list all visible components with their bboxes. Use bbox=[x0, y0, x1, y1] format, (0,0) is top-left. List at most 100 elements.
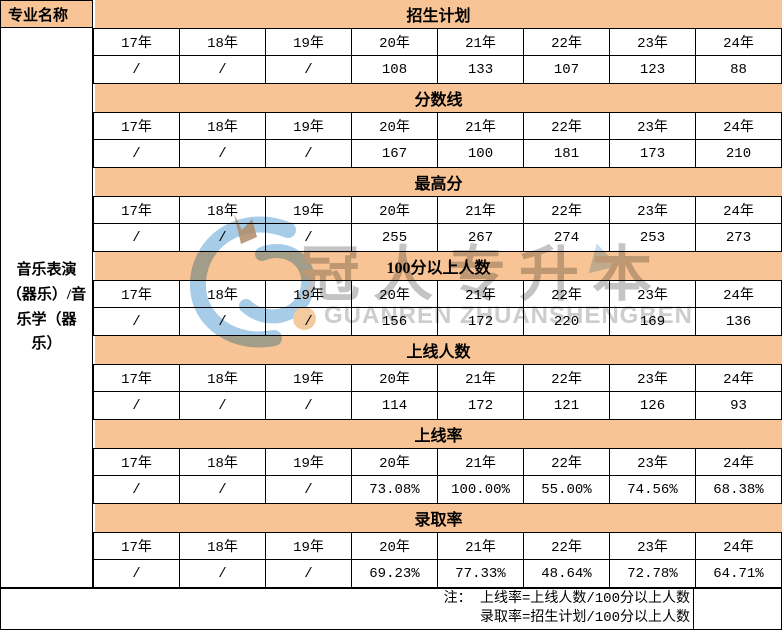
year-header: 22年 bbox=[523, 365, 609, 391]
year-header: 17年 bbox=[121, 120, 152, 136]
year-header-row: 17年 18年 19年 20年 21年 22年 23年 24年 bbox=[93, 112, 782, 140]
data-cell: / bbox=[179, 56, 265, 83]
year-header: 20年 bbox=[351, 365, 437, 391]
data-cell: 220 bbox=[523, 308, 609, 335]
value-row: / //108 133 107 123 88 bbox=[93, 56, 782, 84]
data-cell: 73.08% bbox=[351, 476, 437, 503]
year-header: 18年 bbox=[179, 113, 265, 139]
year-header: 23年 bbox=[609, 533, 695, 559]
data-cell: 172 bbox=[437, 392, 523, 419]
data-cell: / bbox=[265, 140, 351, 167]
data-cell: / bbox=[179, 476, 265, 503]
year-header: 20年 bbox=[351, 29, 437, 55]
value-row: / //167 100 181 173 210 bbox=[93, 140, 782, 168]
year-header: 18年 bbox=[179, 29, 265, 55]
data-cell: / bbox=[132, 313, 141, 330]
data-cell: / bbox=[179, 140, 265, 167]
year-header: 17年 bbox=[121, 540, 152, 556]
year-header: 22年 bbox=[523, 197, 609, 223]
data-cell: / bbox=[132, 145, 141, 162]
year-header: 18年 bbox=[179, 365, 265, 391]
year-header: 22年 bbox=[523, 533, 609, 559]
year-header: 19年 bbox=[265, 449, 351, 475]
footnote-text: 注： 上线率=上线人数/100分以上人数 录取率=招生计划/100分以上人数 bbox=[1, 589, 693, 629]
value-row: / //114 172 121 126 93 bbox=[93, 392, 782, 420]
section-header-score-line: 分数线 bbox=[93, 84, 782, 112]
year-header: 17年 bbox=[121, 456, 152, 472]
section-header-enrollment-plan: 招生计划 bbox=[93, 0, 782, 28]
year-header: 19年 bbox=[265, 113, 351, 139]
year-header: 24年 bbox=[695, 113, 781, 139]
year-header: 19年 bbox=[265, 365, 351, 391]
data-cell: 68.38% bbox=[695, 476, 781, 503]
year-header: 20年 bbox=[351, 281, 437, 307]
year-header: 21年 bbox=[437, 113, 523, 139]
year-header-row: 17年 18年 19年 20年 21年 22年 23年 24年 bbox=[93, 28, 782, 56]
data-cell: / bbox=[265, 224, 351, 251]
year-header: 20年 bbox=[351, 449, 437, 475]
data-cell: / bbox=[265, 308, 351, 335]
year-header-row: 17年 18年 19年 20年 21年 22年 23年 24年 bbox=[93, 196, 782, 224]
data-cell: 72.78% bbox=[609, 560, 695, 587]
year-header: 24年 bbox=[695, 533, 781, 559]
section-header-admission-rate: 录取率 bbox=[93, 504, 782, 532]
data-cell: 273 bbox=[695, 224, 781, 251]
data-cell: 114 bbox=[351, 392, 437, 419]
data-cell: / bbox=[265, 56, 351, 83]
year-header: 24年 bbox=[695, 197, 781, 223]
data-cell: 77.33% bbox=[437, 560, 523, 587]
data-cell: 108 bbox=[351, 56, 437, 83]
year-header: 23年 bbox=[609, 197, 695, 223]
data-cell: 64.71% bbox=[695, 560, 781, 587]
year-header: 20年 bbox=[351, 113, 437, 139]
major-name-cell: 音乐表演（器乐）/音乐学（器乐） bbox=[0, 28, 93, 588]
value-row: / //73.08% 100.00% 55.00% 74.56% 68.38% bbox=[93, 476, 782, 504]
year-header: 17年 bbox=[121, 372, 152, 388]
year-header: 18年 bbox=[179, 197, 265, 223]
data-cell: / bbox=[179, 308, 265, 335]
year-header: 19年 bbox=[265, 29, 351, 55]
year-header: 18年 bbox=[179, 533, 265, 559]
data-cell: 55.00% bbox=[523, 476, 609, 503]
data-cell: / bbox=[132, 397, 141, 414]
year-header: 21年 bbox=[437, 281, 523, 307]
data-cell: 181 bbox=[523, 140, 609, 167]
data-cell: 253 bbox=[609, 224, 695, 251]
year-header: 17年 bbox=[121, 36, 152, 52]
year-header: 24年 bbox=[695, 449, 781, 475]
year-header: 20年 bbox=[351, 533, 437, 559]
data-cell: 93 bbox=[695, 392, 781, 419]
year-header: 20年 bbox=[351, 197, 437, 223]
data-cell: 121 bbox=[523, 392, 609, 419]
year-header: 23年 bbox=[609, 281, 695, 307]
data-cell: 48.64% bbox=[523, 560, 609, 587]
footnote-empty-cell bbox=[693, 589, 781, 629]
data-cell: 123 bbox=[609, 56, 695, 83]
data-cell: 88 bbox=[695, 56, 781, 83]
data-cell: 172 bbox=[437, 308, 523, 335]
data-cell: 169 bbox=[609, 308, 695, 335]
year-header: 24年 bbox=[695, 365, 781, 391]
year-header: 21年 bbox=[437, 29, 523, 55]
year-header: 22年 bbox=[523, 281, 609, 307]
value-row: / //69.23% 77.33% 48.64% 72.78% 64.71% bbox=[93, 560, 782, 588]
year-header: 19年 bbox=[265, 281, 351, 307]
data-cell: 136 bbox=[695, 308, 781, 335]
year-header: 22年 bbox=[523, 449, 609, 475]
data-cell: 267 bbox=[437, 224, 523, 251]
data-cell: / bbox=[132, 481, 141, 498]
value-row: / //156 172 220 169 136 bbox=[93, 308, 782, 336]
year-header: 22年 bbox=[523, 113, 609, 139]
data-cell: 173 bbox=[609, 140, 695, 167]
data-cell: 274 bbox=[523, 224, 609, 251]
value-row: / //255 267 274 253 273 bbox=[93, 224, 782, 252]
section-header-highest-score: 最高分 bbox=[93, 168, 782, 196]
data-cell: 210 bbox=[695, 140, 781, 167]
major-name-header: 专业名称 bbox=[0, 0, 93, 28]
year-header: 21年 bbox=[437, 365, 523, 391]
section-header-above-line-count: 上线人数 bbox=[93, 336, 782, 364]
year-header-row: 17年 18年 19年 20年 21年 22年 23年 24年 bbox=[93, 532, 782, 560]
data-cell: / bbox=[265, 560, 351, 587]
year-header: 19年 bbox=[265, 533, 351, 559]
year-header: 18年 bbox=[179, 281, 265, 307]
